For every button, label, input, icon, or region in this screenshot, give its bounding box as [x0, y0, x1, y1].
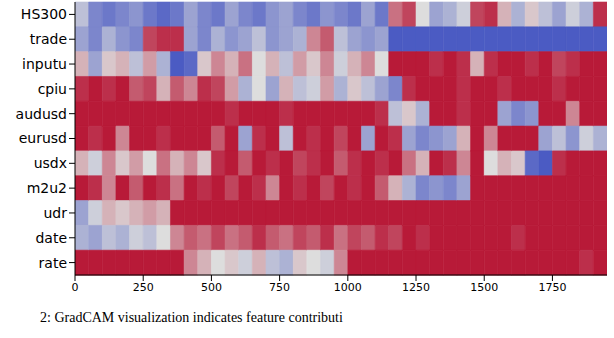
- svg-text:750: 750: [269, 281, 290, 294]
- svg-text:inputu: inputu: [22, 56, 67, 72]
- svg-text:cpiu: cpiu: [38, 81, 67, 97]
- svg-text:usdx: usdx: [34, 155, 67, 171]
- svg-text:1750: 1750: [538, 281, 566, 294]
- svg-text:500: 500: [201, 281, 222, 294]
- svg-text:audusd: audusd: [16, 106, 67, 122]
- svg-text:1500: 1500: [470, 281, 498, 294]
- svg-text:date: date: [35, 230, 67, 246]
- svg-text:trade: trade: [30, 31, 67, 47]
- svg-text:HS300: HS300: [21, 6, 67, 22]
- svg-text:250: 250: [133, 281, 154, 294]
- svg-text:eurusd: eurusd: [19, 130, 67, 146]
- svg-text:rate: rate: [39, 255, 67, 271]
- svg-text:1000: 1000: [334, 281, 362, 294]
- svg-text:1250: 1250: [402, 281, 430, 294]
- svg-text:m2u2: m2u2: [27, 180, 67, 196]
- html-text:2: GradCAM visualization indic: 2: GradCAM visualization indicates featu…: [40, 310, 343, 325]
- svg-text:udr: udr: [43, 205, 67, 221]
- svg-text:0: 0: [72, 281, 79, 294]
